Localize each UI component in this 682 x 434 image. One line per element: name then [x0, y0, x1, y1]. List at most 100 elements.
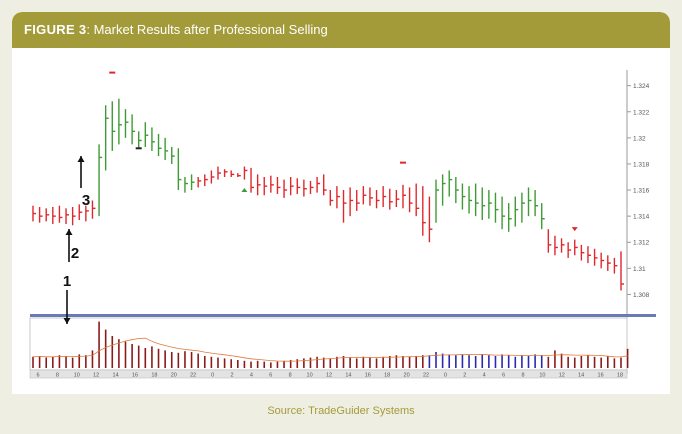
price-bar	[607, 255, 611, 271]
annotations: 12 3	[63, 156, 90, 324]
figure-colon: :	[86, 22, 94, 37]
x-tick-label: 10	[74, 373, 80, 379]
x-tick-label: 4	[250, 373, 253, 379]
price-bar	[488, 190, 492, 219]
price-bars	[32, 71, 624, 291]
price-bar	[223, 169, 228, 177]
price-bar	[32, 205, 36, 222]
price-bar	[104, 105, 109, 171]
price-bar	[52, 207, 56, 224]
price-bar	[98, 144, 103, 217]
price-bar	[567, 242, 572, 258]
price-bar	[468, 186, 473, 214]
price-bar	[289, 176, 294, 196]
x-tick-label: 12	[326, 373, 332, 379]
x-tick-label: 20	[404, 373, 410, 379]
price-bar	[369, 187, 373, 206]
price-bar	[58, 205, 63, 223]
x-axis-strip	[29, 369, 628, 379]
signal-marker	[571, 227, 578, 232]
price-bar	[527, 187, 532, 217]
price-bar	[547, 229, 552, 253]
price-bar	[336, 186, 340, 209]
y-tick-label: 1.308	[633, 292, 650, 299]
figure-source: Source: TradeGuider Systems	[267, 405, 415, 417]
y-tick-label: 1.312	[633, 240, 650, 247]
price-bar	[190, 174, 195, 191]
annotation-1-arrow-head	[63, 318, 71, 324]
price-bar	[382, 186, 387, 208]
price-bar	[303, 179, 307, 197]
x-axis-labels: 6 8 10 12 14 16 18 20 22 0 2 4 6 8 10 12 14 16 18 20 22 0 2 4 6 8…	[36, 373, 623, 379]
price-bar	[534, 190, 539, 217]
x-tick-label: 14	[578, 373, 584, 379]
price-bar	[151, 127, 155, 151]
price-bar	[91, 200, 96, 219]
y-tick-label: 1.318	[633, 161, 650, 168]
price-bar	[144, 122, 149, 147]
price-bar	[415, 183, 420, 217]
x-tick-label: 10	[307, 373, 313, 379]
price-bar	[342, 190, 347, 223]
x-tick-label: 16	[365, 373, 371, 379]
volume-bars	[32, 321, 629, 368]
x-tick-label: 20	[171, 373, 177, 379]
x-tick-label: 6	[36, 373, 39, 379]
x-tick-label: 12	[93, 373, 99, 379]
y-tick-label: 1.314	[633, 214, 650, 221]
price-bar	[65, 208, 70, 224]
price-bar	[138, 131, 142, 149]
y-tick-label: 1.31	[633, 266, 646, 273]
price-bar	[276, 176, 281, 194]
price-bar	[356, 190, 360, 211]
price-bar	[574, 239, 578, 256]
x-tick-label: 6	[269, 373, 272, 379]
volume-average-line	[32, 337, 628, 362]
y-tick-label: 1.316	[633, 188, 650, 195]
y-axis-labels: 1.308 1.31 1.312 1.314 1.316 1.318 1.32 1.322 1.…	[627, 83, 650, 299]
price-bar	[554, 235, 558, 256]
signal-marker	[135, 147, 142, 150]
annotation-1-label: 1	[63, 273, 71, 290]
price-bar	[177, 148, 182, 191]
x-tick-label: 16	[132, 373, 138, 379]
price-bar	[461, 183, 466, 210]
y-tick-label: 1.324	[633, 83, 650, 90]
x-tick-label: 8	[521, 373, 524, 379]
price-bar	[171, 146, 175, 164]
price-bar	[389, 188, 393, 210]
x-tick-label: 2	[230, 373, 233, 379]
x-tick-label: 14	[345, 373, 351, 379]
x-tick-label: 16	[598, 373, 604, 379]
price-bar	[349, 187, 354, 217]
x-tick-label: 12	[559, 373, 565, 379]
price-bar	[230, 170, 235, 177]
price-bar	[118, 98, 122, 145]
y-tick-label: 1.32	[633, 135, 646, 142]
price-bar	[441, 174, 446, 206]
price-bar	[501, 196, 506, 230]
price-bar	[217, 166, 221, 180]
price-bar	[580, 244, 585, 261]
price-bar	[375, 190, 380, 209]
x-tick-label: 22	[423, 373, 429, 379]
price-bar	[435, 179, 440, 223]
price-bar	[541, 203, 545, 230]
price-bar	[296, 178, 301, 194]
price-bar	[270, 175, 274, 193]
price-bar	[428, 196, 433, 243]
annotation-3-arrow-head	[77, 156, 85, 162]
price-bar	[587, 246, 591, 264]
x-tick-label: 4	[483, 373, 486, 379]
figure-heading: FIGURE 3: Market Results after Professio…	[24, 22, 328, 37]
y-tick-label: 1.322	[633, 109, 650, 116]
x-tick-label: 0	[211, 373, 214, 379]
price-bar	[402, 184, 406, 209]
annotation-3-label: 3	[82, 192, 90, 209]
price-bar	[316, 176, 321, 193]
x-tick-label: 8	[289, 373, 292, 379]
price-bar	[283, 179, 288, 198]
price-bar	[256, 174, 261, 196]
price-bar	[422, 186, 426, 236]
price-bar	[620, 251, 624, 291]
